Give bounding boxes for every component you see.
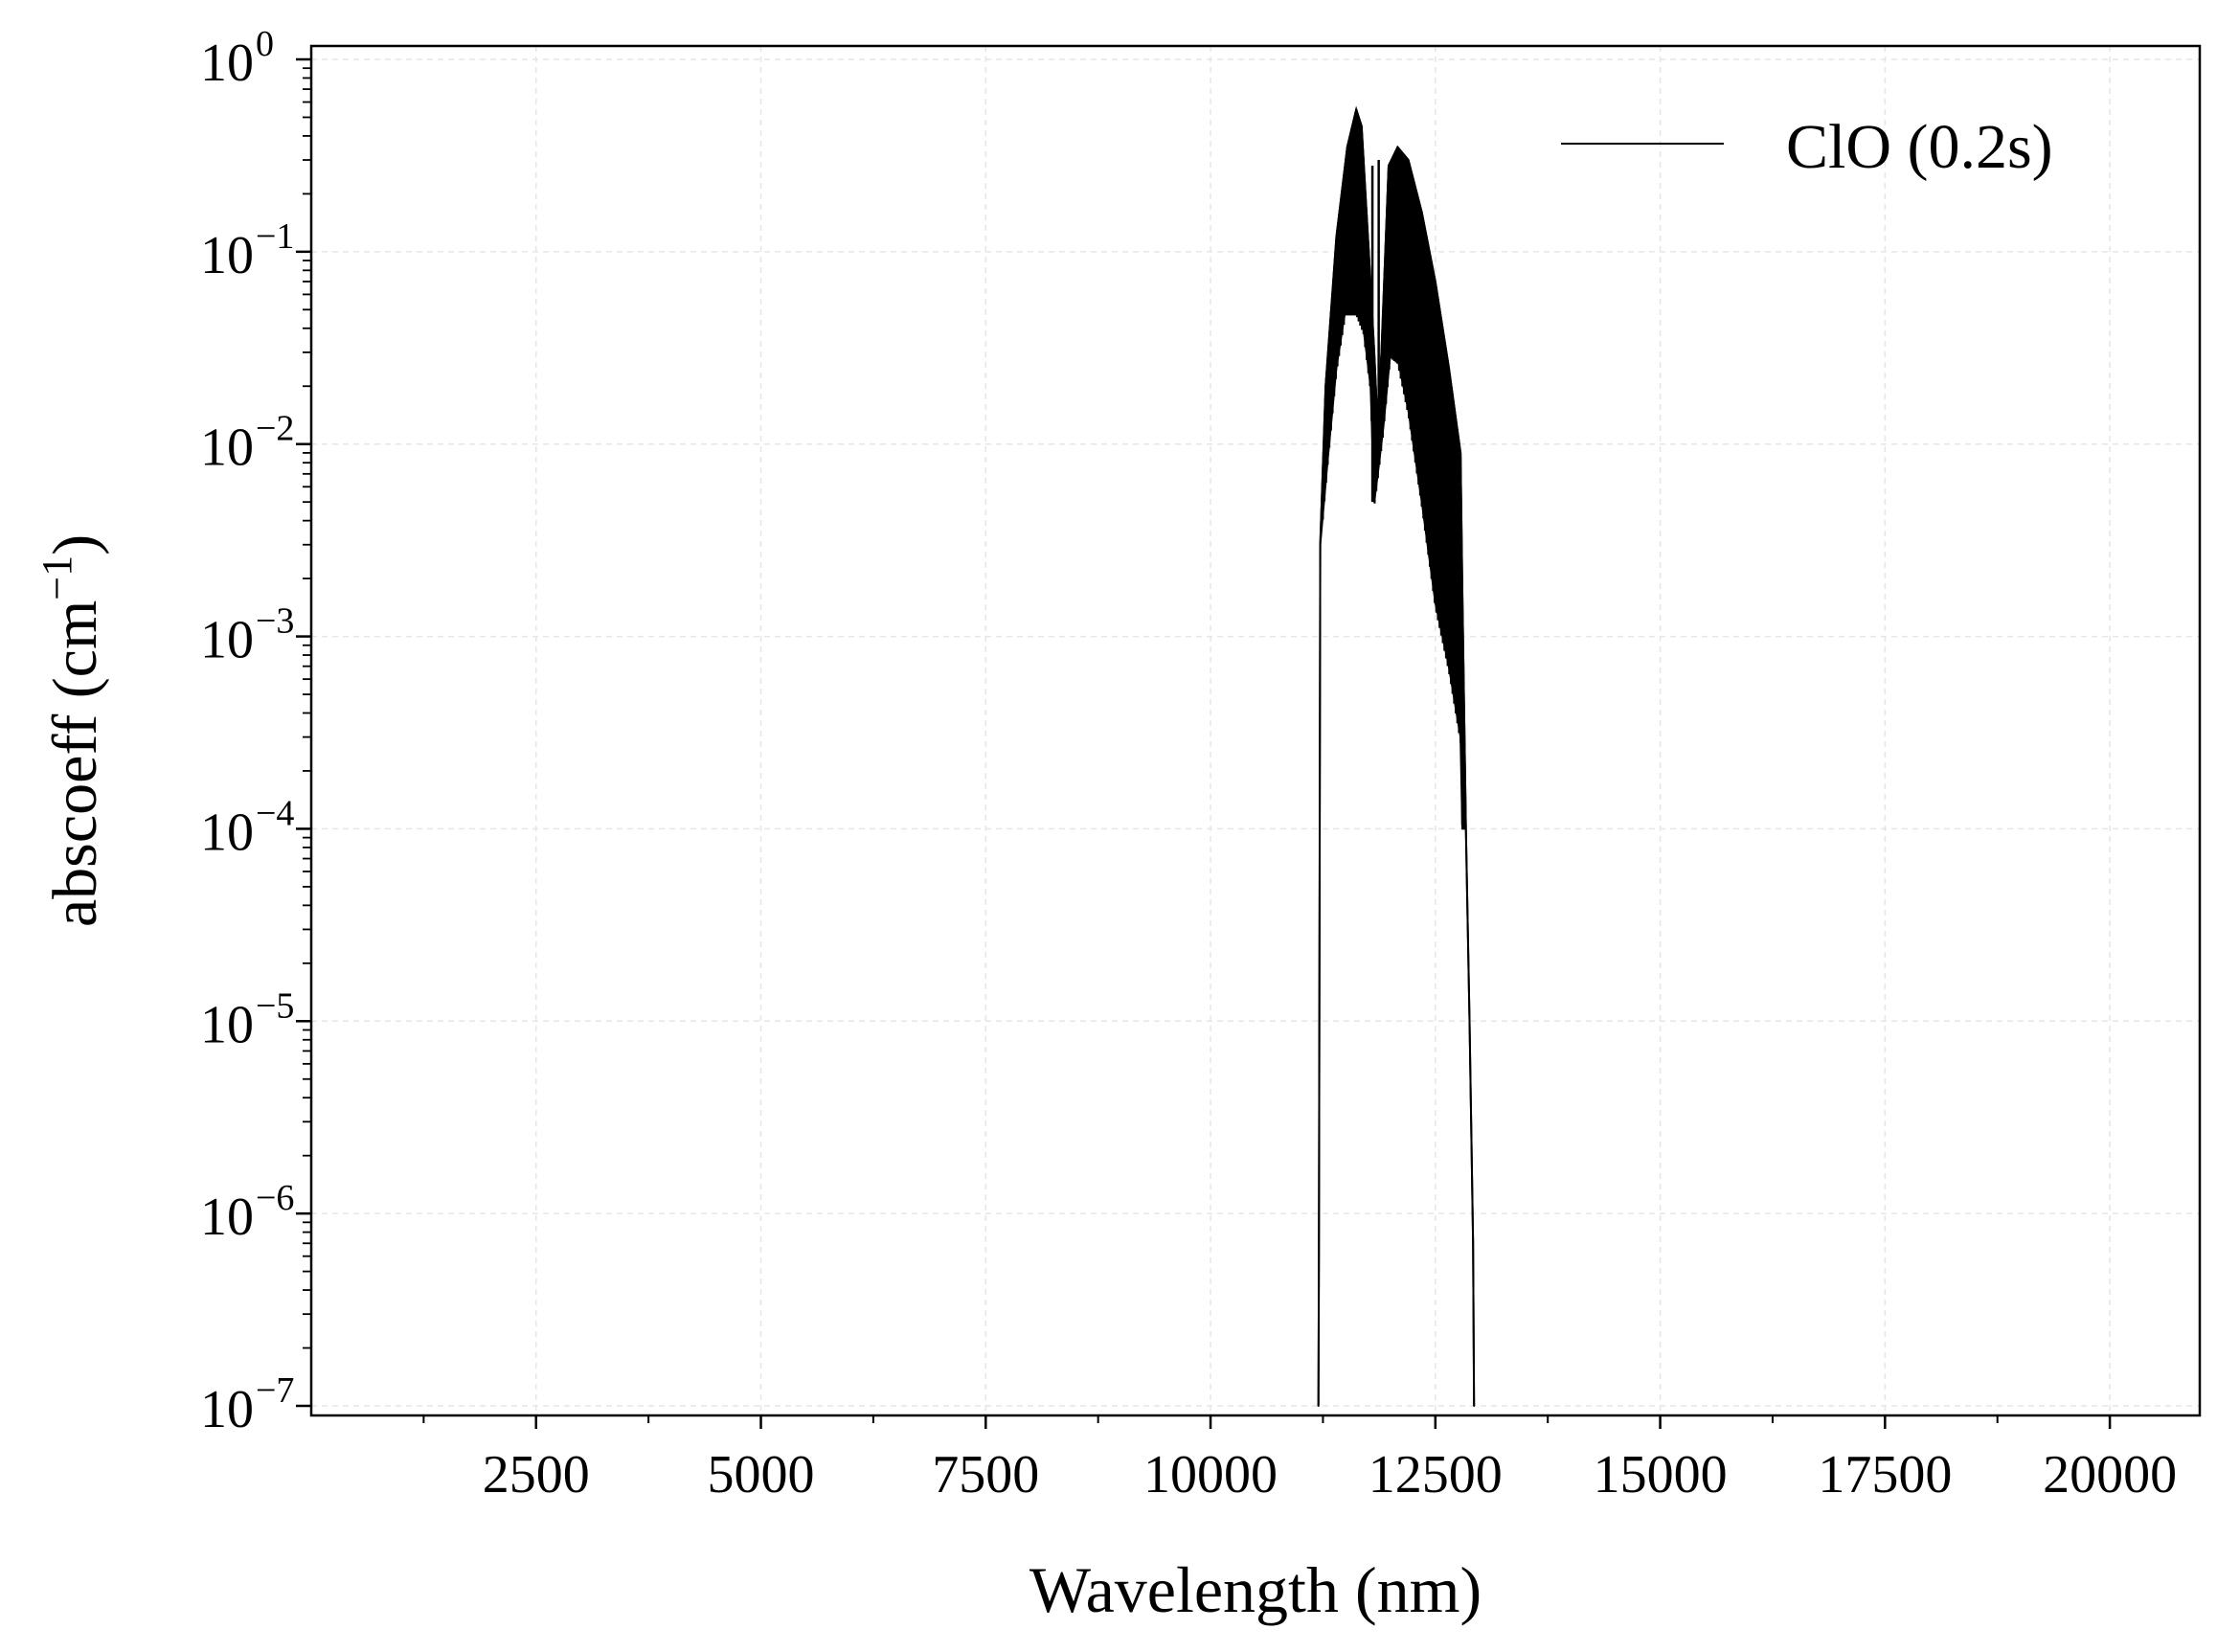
y-tick-exponent: −3 [256,601,294,642]
x-tick-label: 2500 [483,1445,590,1505]
y-tick-label: 10 [200,34,254,93]
y-tick-base: 10 [200,1188,254,1247]
y-tick-base: 10 [200,995,254,1054]
y-tick-exponent: −5 [256,985,294,1026]
x-tick-label: 12500 [1369,1445,1503,1505]
x-tick-label: 20000 [2043,1445,2177,1505]
x-tick-label: 15000 [1594,1445,1728,1505]
y-tick-exponent: −2 [256,409,294,449]
x-tick-label: 7500 [932,1445,1039,1505]
y-tick-base: 10 [200,419,254,478]
y-tick-label: 10 [200,419,254,478]
x-axis-label: Wavelength (nm) [1029,1553,1482,1626]
x-axis: 2500 5000 7500 10000 12500 15000 17500 20000 [422,1415,2177,1505]
y-tick-base: 10 [200,803,254,862]
axes-frame [309,44,2202,1417]
y-tick-base: 10 [200,1380,254,1439]
y-axis-label-superscript: −1 [34,555,80,600]
grid-lines [311,46,2200,1415]
y-tick-label: 10 [200,226,254,285]
y-tick-exponent: −4 [256,793,294,833]
x-tick-label: 5000 [708,1445,815,1505]
y-axis-label: abscoeff (cm−1) [34,534,110,927]
y-tick-exponent: −6 [256,1178,294,1218]
y-tick-exponent: −7 [256,1370,294,1411]
y-tick-label: 10 [200,1188,254,1247]
plot-area [1317,105,1476,1407]
y-tick-base: 10 [200,226,254,285]
y-tick-label: 10 [200,1380,254,1439]
y-tick-label: 10 [200,611,254,670]
y-tick-exponent: 0 [256,24,274,64]
y-tick-label: 10 [200,995,254,1054]
y-axis-label-main: abscoeff (cm [40,600,110,927]
legend: ClO (0.2s) [1561,112,2053,182]
legend-label-clo: ClO (0.2s) [1786,112,2053,182]
y-tick-label: 10 [200,803,254,862]
x-tick-label: 17500 [1818,1445,1952,1505]
y-tick-base: 10 [200,34,254,93]
y-tick-exponent: −1 [256,216,294,257]
x-tick-label: 10000 [1143,1445,1278,1505]
y-axis-label-close: ) [40,534,110,555]
y-tick-base: 10 [200,611,254,670]
